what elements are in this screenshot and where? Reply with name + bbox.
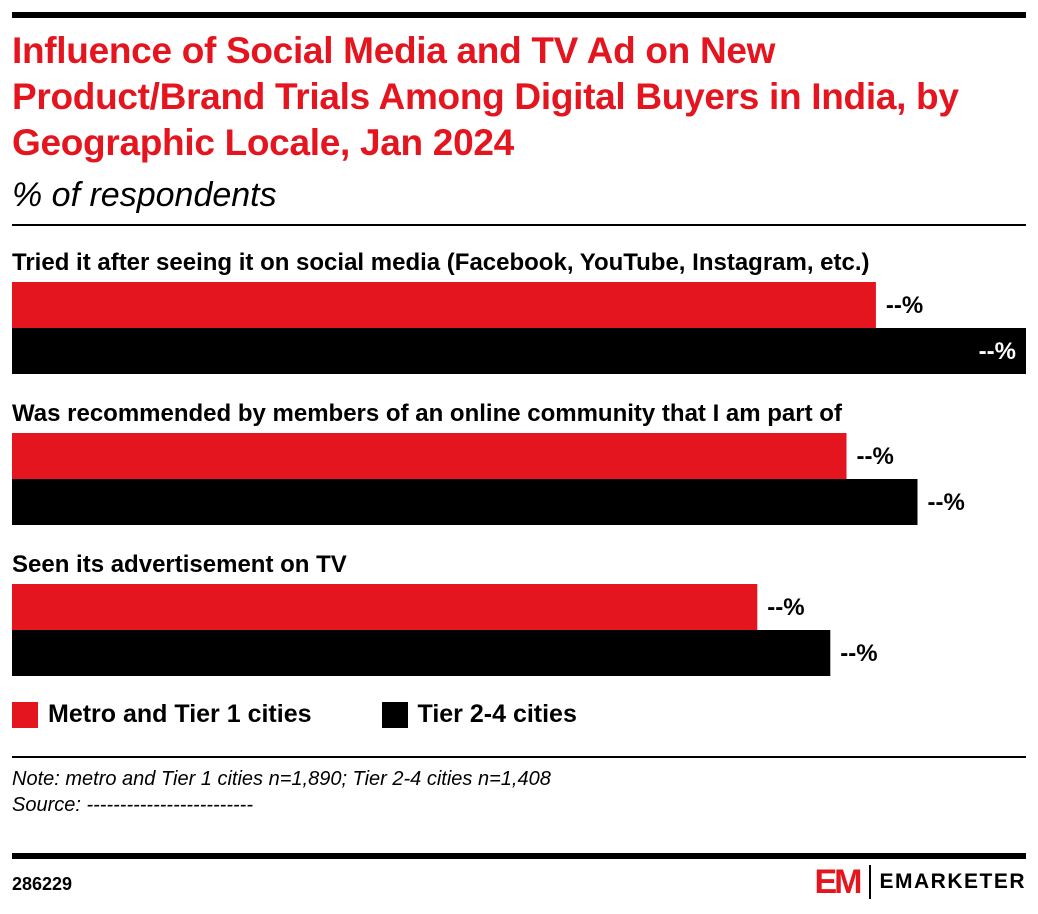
source-text: Source: ------------------------- [12, 794, 253, 816]
data-label: --% [979, 338, 1016, 365]
legend-item-metro: Metro and Tier 1 cities [12, 700, 312, 729]
chart-id: 286229 [12, 874, 73, 894]
legend-label-tier: Tier 2-4 cities [417, 700, 577, 728]
legend-item-tier: Tier 2-4 cities [381, 700, 577, 729]
bar-tier [12, 630, 831, 676]
footer-rule [12, 853, 1026, 859]
header-rule [12, 224, 1026, 226]
bar-chart: Tried it after seeing it on social media… [12, 249, 1026, 676]
legend-swatch-tier [381, 701, 408, 728]
category-label: Tried it after seeing it on social media… [12, 249, 870, 276]
logo-divider [869, 865, 872, 899]
bar-tier [12, 479, 918, 525]
category-label: Seen its advertisement on TV [12, 551, 347, 578]
chart-title: Influence of Social Media and TV Ad on N… [12, 30, 959, 163]
data-label: --% [928, 489, 965, 516]
data-label: --% [857, 443, 894, 470]
emarketer-logo: EM EMARKETER [814, 862, 1026, 902]
category-label: Was recommended by members of an online … [12, 400, 843, 427]
bar-tier [12, 328, 1026, 374]
data-label: --% [840, 640, 877, 667]
legend-rule [12, 756, 1026, 758]
chart-subtitle: % of respondents [12, 176, 277, 214]
bar-metro [12, 584, 758, 630]
note-text: Note: metro and Tier 1 cities n=1,890; T… [12, 768, 551, 790]
top-rule [12, 12, 1026, 18]
bar-metro [12, 282, 876, 328]
bar-metro [12, 433, 847, 479]
legend: Metro and Tier 1 cities Tier 2-4 cities [12, 700, 647, 729]
logo-text: EMARKETER [879, 870, 1026, 893]
logo-mark: EM [814, 863, 862, 901]
data-label: --% [886, 292, 923, 319]
legend-label-metro: Metro and Tier 1 cities [48, 700, 312, 728]
legend-swatch-metro [12, 701, 38, 728]
data-label: --% [767, 594, 804, 621]
